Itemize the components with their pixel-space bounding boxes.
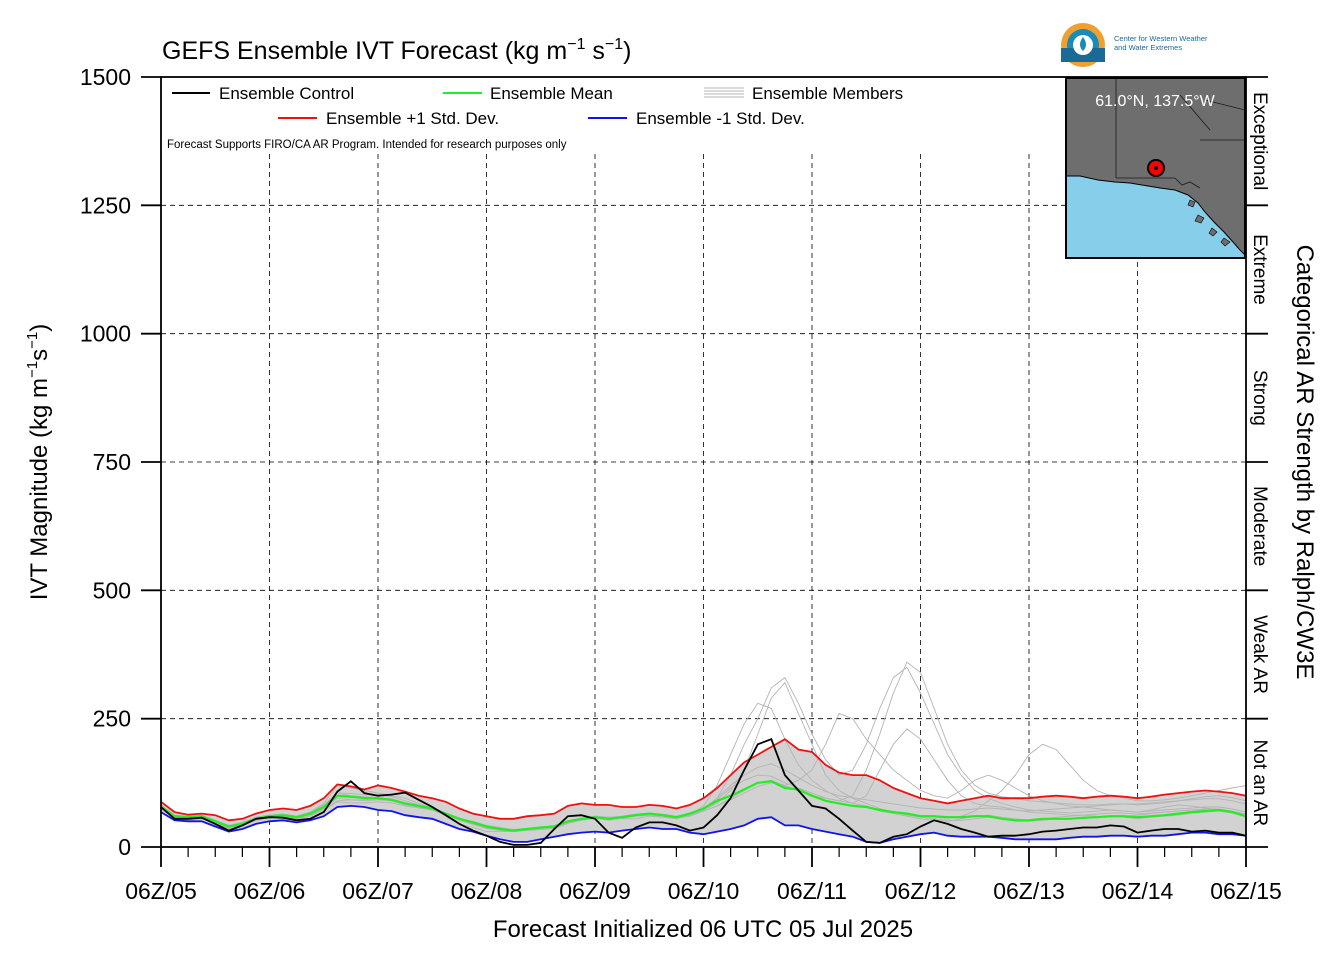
- y-tick-label: 1250: [80, 192, 131, 218]
- grid: [161, 154, 1246, 847]
- y-tick-label: 1000: [80, 321, 131, 347]
- title-exp-1: −1: [567, 36, 585, 53]
- title-exp-2: −1: [605, 36, 623, 53]
- inset-coastline: [1066, 175, 1246, 256]
- right-axis-label: Categorical AR Strength by Ralph/CW3E: [1291, 245, 1318, 680]
- x-tick-label: 06Z/13: [993, 878, 1065, 904]
- legend-label-minus-std: Ensemble -1 Std. Dev.: [636, 109, 805, 128]
- y-axis-label: IVT Magnitude (kg m−1s−1): [24, 324, 53, 601]
- x-axis-label: Forecast Initialized 06 UTC 05 Jul 2025: [493, 916, 913, 943]
- ylabel-main: IVT Magnitude (kg m: [26, 378, 53, 600]
- inset-islands: [1187, 199, 1231, 247]
- chart-title: GEFS Ensemble IVT Forecast (kg m−1 s−1): [162, 36, 632, 65]
- x-axis: 06Z/05 06Z/06 06Z/07 06Z/08 06Z/09 06Z/10 06Z/…: [125, 847, 1282, 904]
- x-tick-label: 06Z/15: [1210, 878, 1282, 904]
- inset-frame: [1065, 77, 1246, 259]
- category-label: Exceptional: [1249, 92, 1270, 190]
- ylabel-end: ): [26, 324, 53, 332]
- logo-text-line-1: Center for Western Weather: [1114, 34, 1208, 43]
- inset-location-label: 61.0°N, 137.5°W: [1095, 93, 1215, 110]
- location-marker-center: [1154, 166, 1158, 170]
- location-inset-map: 61.0°N, 137.5°W: [1065, 77, 1246, 259]
- logo-text-line-2: and Water Extremes: [1114, 43, 1182, 52]
- minus-std-line: [160, 804, 1247, 844]
- x-tick-label: 06Z/07: [342, 878, 414, 904]
- inset-borders: [1115, 78, 1246, 189]
- mean-line: [160, 780, 1247, 832]
- x-tick-label: 06Z/08: [451, 878, 523, 904]
- category-label: Strong: [1249, 370, 1270, 426]
- ylabel-exp-2: −1: [24, 332, 41, 349]
- ylabel-mid: s: [26, 349, 53, 361]
- control-line: [160, 738, 1247, 846]
- x-tick-label: 06Z/11: [777, 878, 847, 904]
- x-tick-label: 06Z/12: [885, 878, 957, 904]
- legend: Ensemble Control Ensemble Mean Ensemble …: [172, 84, 903, 128]
- ylabel-exp-1: −1: [24, 361, 41, 378]
- x-tick-label: 06Z/10: [668, 878, 740, 904]
- y-axis: 0 250 500 750 1000 1250 1500: [80, 64, 161, 860]
- category-label: Not an AR: [1249, 740, 1270, 827]
- legend-label-plus-std: Ensemble +1 Std. Dev.: [326, 109, 499, 128]
- research-note: Forecast Supports FIRO/CA AR Program. In…: [167, 139, 567, 151]
- plus-std-line: [160, 738, 1247, 822]
- ar-category-axis: Not an AR Weak AR Moderate Strong Extreme Exc…: [1246, 76, 1270, 848]
- y-tick-label: 0: [118, 834, 131, 860]
- ensemble-member-line: [160, 743, 1247, 833]
- x-tick-label: 06Z/14: [1102, 878, 1174, 904]
- category-label: Weak AR: [1249, 615, 1270, 694]
- category-label: Moderate: [1249, 486, 1270, 566]
- title-mid: s: [585, 37, 604, 65]
- y-tick-label: 1500: [80, 64, 131, 90]
- cw3e-logo: Center for Western Weather and Water Ext…: [1061, 23, 1208, 67]
- series-lines: [160, 738, 1247, 846]
- water-drop-icon: [1080, 37, 1086, 51]
- legend-swatch-members: [704, 87, 744, 98]
- y-tick-label: 750: [93, 449, 131, 475]
- title-end: ): [623, 37, 631, 65]
- ensemble-member-line: [160, 702, 1247, 833]
- legend-label-members: Ensemble Members: [752, 84, 903, 103]
- y-tick-label: 500: [93, 577, 131, 603]
- title-main: GEFS Ensemble IVT Forecast (kg m: [162, 37, 567, 65]
- y-tick-label: 250: [93, 706, 131, 732]
- x-tick-label: 06Z/05: [125, 878, 197, 904]
- legend-label-control: Ensemble Control: [219, 84, 354, 103]
- inset-ocean: [1066, 176, 1245, 258]
- category-label: Extreme: [1249, 234, 1270, 305]
- legend-label-mean: Ensemble Mean: [490, 84, 613, 103]
- x-tick-label: 06Z/06: [234, 878, 306, 904]
- x-tick-label: 06Z/09: [559, 878, 631, 904]
